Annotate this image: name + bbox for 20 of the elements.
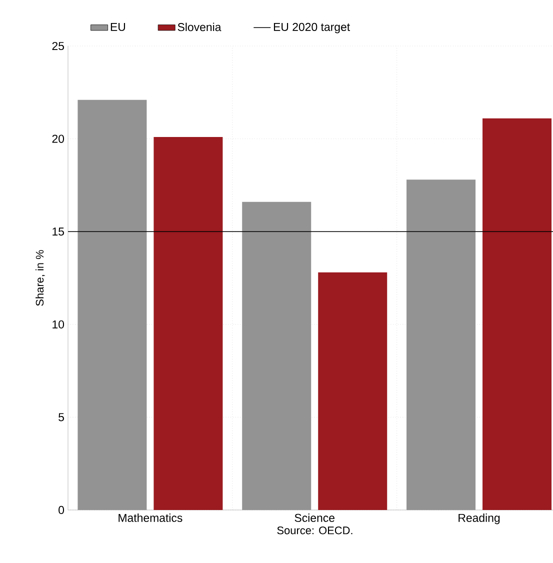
y-tick-label: 20 xyxy=(52,134,64,143)
y-tick-label: 0 xyxy=(58,506,64,514)
bar xyxy=(242,202,312,510)
x-tick-label: Mathematics xyxy=(118,514,182,522)
y-tick-label: 10 xyxy=(52,320,64,328)
bar xyxy=(482,118,552,510)
x-tick-label: Science xyxy=(294,514,334,522)
legend-label: Slovenia xyxy=(178,22,222,32)
y-axis-title: Share, in % xyxy=(36,250,45,306)
bar xyxy=(318,272,388,510)
legend-label: EU xyxy=(110,22,126,31)
bar xyxy=(78,100,147,510)
y-tick-label: 25 xyxy=(52,42,64,50)
bar xyxy=(406,180,476,510)
legend-label: EU 2020 target xyxy=(274,22,350,34)
y-tick-label: 15 xyxy=(52,228,64,236)
y-tick-label: 5 xyxy=(58,413,64,422)
x-tick-label: Reading xyxy=(458,514,500,524)
bar xyxy=(154,136,223,510)
source-note: Source: OECD. xyxy=(277,526,352,534)
